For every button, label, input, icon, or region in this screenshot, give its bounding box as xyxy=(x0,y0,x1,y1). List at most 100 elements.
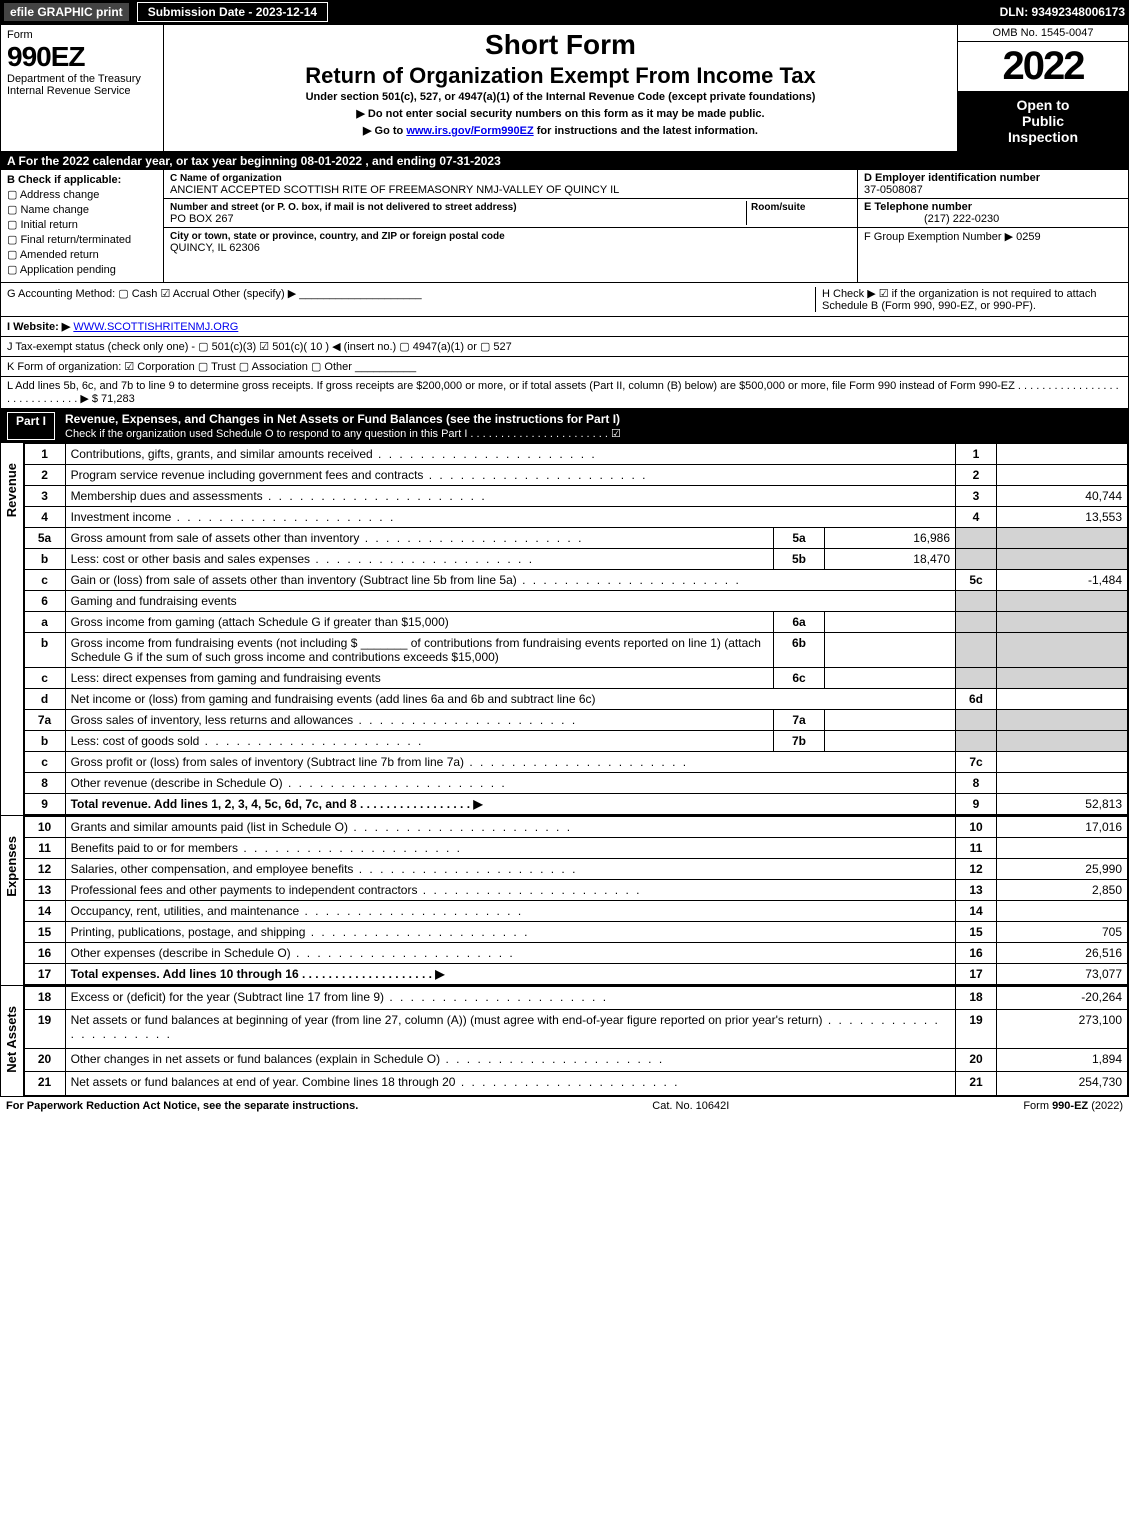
goto-pre: ▶ Go to xyxy=(363,125,406,137)
check-amended-return[interactable]: Amended return xyxy=(7,248,157,261)
row-k-org-form: K Form of organization: ☑ Corporation ▢ … xyxy=(1,357,1128,377)
section-de: D Employer identification number 37-0508… xyxy=(857,170,1128,282)
dept-treasury: Department of the Treasury xyxy=(7,73,157,85)
org-name: ANCIENT ACCEPTED SCOTTISH RITE OF FREEMA… xyxy=(170,184,619,196)
line-1: 1Contributions, gifts, grants, and simil… xyxy=(24,444,1127,465)
org-name-block: C Name of organization ANCIENT ACCEPTED … xyxy=(164,170,857,199)
schedule-b-check: H Check ▶ ☑ if the organization is not r… xyxy=(815,287,1122,312)
footer-left: For Paperwork Reduction Act Notice, see … xyxy=(6,1100,358,1112)
revenue-section: Revenue 1Contributions, gifts, grants, a… xyxy=(1,443,1128,816)
phone: (217) 222-0230 xyxy=(864,213,999,225)
revenue-table: 1Contributions, gifts, grants, and simil… xyxy=(24,443,1128,815)
header-right: OMB No. 1545-0047 2022 Open to Public In… xyxy=(957,25,1128,151)
line-6a: aGross income from gaming (attach Schedu… xyxy=(24,612,1127,633)
website-label: I Website: ▶ xyxy=(7,321,70,333)
line-12: 12Salaries, other compensation, and empl… xyxy=(24,859,1127,880)
netassets-section: Net Assets 18Excess or (deficit) for the… xyxy=(1,986,1128,1096)
header-left: Form 990EZ Department of the Treasury In… xyxy=(1,25,164,151)
row-a-tax-year: A For the 2022 calendar year, or tax yea… xyxy=(1,152,1128,170)
form-header: Form 990EZ Department of the Treasury In… xyxy=(1,25,1128,152)
irs-link[interactable]: www.irs.gov/Form990EZ xyxy=(406,125,533,137)
line-21: 21Net assets or fund balances at end of … xyxy=(24,1072,1127,1095)
open-line2: Public xyxy=(962,113,1124,129)
check-final-return[interactable]: Final return/terminated xyxy=(7,233,157,246)
return-title: Return of Organization Exempt From Incom… xyxy=(172,63,949,89)
city-block: City or town, state or province, country… xyxy=(164,228,857,256)
revenue-side-label: Revenue xyxy=(1,443,24,815)
street: PO BOX 267 xyxy=(170,213,234,225)
line-6c: cLess: direct expenses from gaming and f… xyxy=(24,668,1127,689)
expenses-side-label: Expenses xyxy=(1,816,24,985)
tax-year: 2022 xyxy=(958,42,1128,91)
goto-post: for instructions and the latest informat… xyxy=(534,125,758,137)
check-address-change[interactable]: Address change xyxy=(7,188,157,201)
efile-print-button[interactable]: efile GRAPHIC print xyxy=(4,3,129,21)
ein-block: D Employer identification number 37-0508… xyxy=(858,170,1128,199)
form-number: 990EZ xyxy=(7,41,157,73)
line-14: 14Occupancy, rent, utilities, and mainte… xyxy=(24,901,1127,922)
line-18: 18Excess or (deficit) for the year (Subt… xyxy=(24,987,1127,1010)
part1-check-line: Check if the organization used Schedule … xyxy=(65,428,621,440)
section-b: B Check if applicable: Address change Na… xyxy=(1,170,164,282)
line-5b: bLess: cost or other basis and sales exp… xyxy=(24,549,1127,570)
check-initial-return[interactable]: Initial return xyxy=(7,218,157,231)
line-5c: cGain or (loss) from sale of assets othe… xyxy=(24,570,1127,591)
expenses-table: 10Grants and similar amounts paid (list … xyxy=(24,816,1128,985)
phone-block: E Telephone number (217) 222-0230 xyxy=(858,199,1128,228)
footer-right: Form 990-EZ (2022) xyxy=(1023,1100,1123,1112)
line-8: 8Other revenue (describe in Schedule O)8 xyxy=(24,773,1127,794)
website-link[interactable]: WWW.SCOTTISHRITENMJ.ORG xyxy=(73,321,238,333)
omb-number: OMB No. 1545-0047 xyxy=(958,25,1128,42)
line-11: 11Benefits paid to or for members11 xyxy=(24,838,1127,859)
form-container: Form 990EZ Department of the Treasury In… xyxy=(0,24,1129,1097)
form-word: Form xyxy=(7,29,157,41)
open-line3: Inspection xyxy=(962,129,1124,145)
line-6b: bGross income from fundraising events (n… xyxy=(24,633,1127,668)
ein: 37-0508087 xyxy=(864,184,923,196)
check-application-pending[interactable]: Application pending xyxy=(7,263,157,276)
line-20: 20Other changes in net assets or fund ba… xyxy=(24,1049,1127,1072)
group-exemption: F Group Exemption Number ▶ 0259 xyxy=(864,231,1041,243)
section-b-title: B Check if applicable: xyxy=(7,174,157,186)
line-13: 13Professional fees and other payments t… xyxy=(24,880,1127,901)
submission-date: Submission Date - 2023-12-14 xyxy=(137,2,328,22)
line-2: 2Program service revenue including gover… xyxy=(24,465,1127,486)
label-phone: E Telephone number xyxy=(864,201,972,213)
line-10: 10Grants and similar amounts paid (list … xyxy=(24,817,1127,838)
open-to-public: Open to Public Inspection xyxy=(958,91,1128,151)
netassets-side-label: Net Assets xyxy=(1,986,24,1096)
row-gh: G Accounting Method: ▢ Cash ☑ Accrual Ot… xyxy=(1,283,1128,317)
line-6d: dNet income or (loss) from gaming and fu… xyxy=(24,689,1127,710)
subtitle: Under section 501(c), 527, or 4947(a)(1)… xyxy=(172,91,949,103)
dept-irs: Internal Revenue Service xyxy=(7,85,157,97)
line-19: 19Net assets or fund balances at beginni… xyxy=(24,1010,1127,1049)
open-line1: Open to xyxy=(962,97,1124,113)
short-form-title: Short Form xyxy=(172,29,949,61)
label-ein: D Employer identification number xyxy=(864,172,1040,184)
street-block: Number and street (or P. O. box, if mail… xyxy=(164,199,857,228)
line-17: 17Total expenses. Add lines 10 through 1… xyxy=(24,964,1127,985)
info-grid: B Check if applicable: Address change Na… xyxy=(1,170,1128,283)
part1-title: Revenue, Expenses, and Changes in Net As… xyxy=(65,412,620,426)
netassets-table: 18Excess or (deficit) for the year (Subt… xyxy=(24,986,1128,1096)
line-7a: 7aGross sales of inventory, less returns… xyxy=(24,710,1127,731)
dln: DLN: 93492348006173 xyxy=(1000,5,1125,19)
label-room: Room/suite xyxy=(751,202,805,213)
expenses-section: Expenses 10Grants and similar amounts pa… xyxy=(1,816,1128,986)
top-bar: efile GRAPHIC print Submission Date - 20… xyxy=(0,0,1129,24)
footer-catno: Cat. No. 10642I xyxy=(358,1100,1023,1112)
line-15: 15Printing, publications, postage, and s… xyxy=(24,922,1127,943)
row-i-website: I Website: ▶ WWW.SCOTTISHRITENMJ.ORG xyxy=(1,317,1128,337)
page-footer: For Paperwork Reduction Act Notice, see … xyxy=(0,1097,1129,1115)
line-4: 4Investment income413,553 xyxy=(24,507,1127,528)
line-6: 6Gaming and fundraising events xyxy=(24,591,1127,612)
goto-line: ▶ Go to www.irs.gov/Form990EZ for instru… xyxy=(172,124,949,137)
ssn-warning: ▶ Do not enter social security numbers o… xyxy=(172,107,949,120)
row-j-tax-exempt: J Tax-exempt status (check only one) - ▢… xyxy=(1,337,1128,357)
city: QUINCY, IL 62306 xyxy=(170,242,260,254)
line-7b: bLess: cost of goods sold7b xyxy=(24,731,1127,752)
label-street: Number and street (or P. O. box, if mail… xyxy=(170,202,517,213)
check-name-change[interactable]: Name change xyxy=(7,203,157,216)
row-l-gross-receipts: L Add lines 5b, 6c, and 7b to line 9 to … xyxy=(1,377,1128,409)
line-5a: 5aGross amount from sale of assets other… xyxy=(24,528,1127,549)
